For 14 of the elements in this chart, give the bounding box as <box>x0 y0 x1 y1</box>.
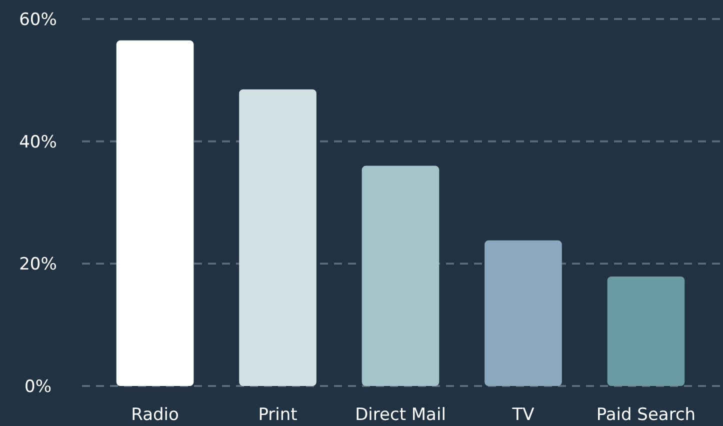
x-tick-label: Paid Search <box>596 405 696 425</box>
bar <box>362 166 440 386</box>
bar <box>116 40 194 386</box>
y-tick-label: 0% <box>24 376 52 397</box>
y-tick-label: 40% <box>19 132 57 152</box>
x-tick-label: Radio <box>131 405 179 425</box>
y-tick-label: 20% <box>19 254 57 275</box>
x-tick-label: Direct Mail <box>355 405 446 425</box>
x-tick-label: TV <box>511 405 535 425</box>
bar <box>607 276 685 386</box>
bar <box>239 89 316 386</box>
bar <box>484 240 562 386</box>
y-tick-label: 60% <box>19 10 57 30</box>
x-tick-label: Print <box>258 405 298 425</box>
